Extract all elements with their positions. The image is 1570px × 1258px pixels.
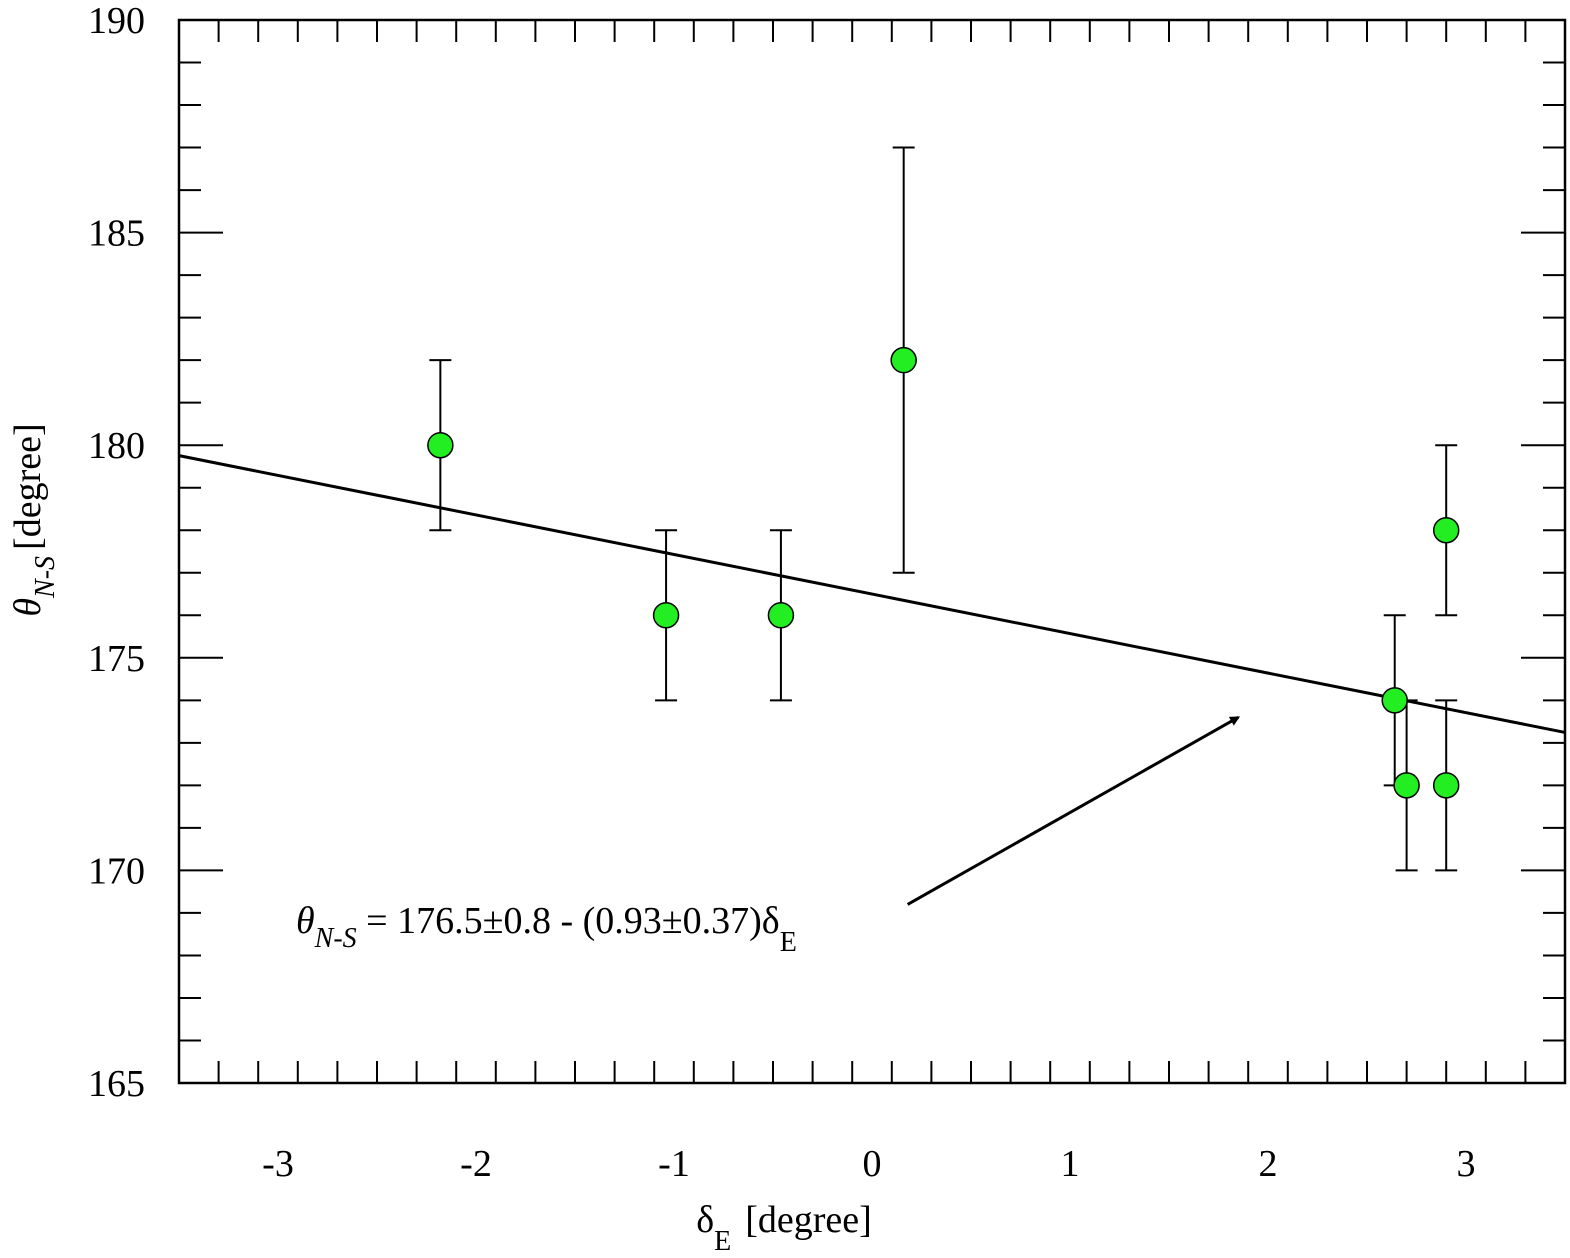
data-points [427, 346, 1460, 799]
plot-frame [177, 18, 1567, 1085]
data-point [1432, 516, 1460, 544]
y-axis-title: θN-S [degree] [7, 423, 61, 616]
axis-ticks [179, 20, 1565, 1083]
x-tick-label: 0 [863, 1143, 882, 1185]
y-axis-subscript: N-S [30, 556, 61, 599]
annotation-subscript: N-S [314, 923, 357, 954]
y-tick-label: 165 [88, 1063, 145, 1105]
x-tick-label: 1 [1061, 1143, 1080, 1185]
data-point [890, 346, 917, 374]
x-axis-subscript: E [714, 1226, 731, 1257]
axis-tick-labels: -3 -2 -1 0 1 2 3 165 170 175 180 185 190 [88, 0, 1476, 1185]
data-point [767, 602, 795, 629]
x-axis-title: δE [degree] [696, 1199, 872, 1257]
fit-line [178, 454, 1566, 734]
y-axis-unit: [degree] [7, 423, 49, 550]
annotation-body: = 176.5±0.8 - (0.93±0.37)δ [357, 900, 780, 942]
x-tick-label: -3 [262, 1143, 294, 1185]
data-point [1393, 772, 1420, 799]
annotation-tail-subscript: E [780, 927, 797, 958]
y-tick-label: 175 [88, 638, 145, 680]
x-tick-label: 2 [1259, 1143, 1278, 1185]
fit-annotation: θN-S = 176.5±0.8 - (0.93±0.37)δE [296, 716, 1241, 958]
x-axis-unit: [degree] [745, 1199, 872, 1241]
x-axis-symbol: δ [696, 1199, 714, 1241]
annotation-text: θN-S = 176.5±0.8 - (0.93±0.37)δE [296, 900, 797, 958]
data-point [1432, 772, 1460, 799]
y-axis-symbol: θ [7, 598, 49, 617]
annotation-symbol: θ [296, 900, 315, 942]
data-point [1381, 687, 1408, 714]
data-point [427, 431, 454, 459]
y-tick-label: 190 [88, 0, 145, 42]
data-point [652, 602, 680, 629]
annotation-arrow [906, 716, 1241, 906]
fit-line-group [178, 454, 1566, 734]
y-tick-label: 180 [88, 425, 145, 467]
x-tick-label: -2 [460, 1143, 492, 1185]
error-bars [429, 146, 1458, 872]
y-tick-label: 170 [88, 850, 145, 892]
y-tick-label: 185 [88, 213, 145, 255]
x-tick-label: -1 [658, 1143, 690, 1185]
x-tick-label: 3 [1457, 1143, 1476, 1185]
